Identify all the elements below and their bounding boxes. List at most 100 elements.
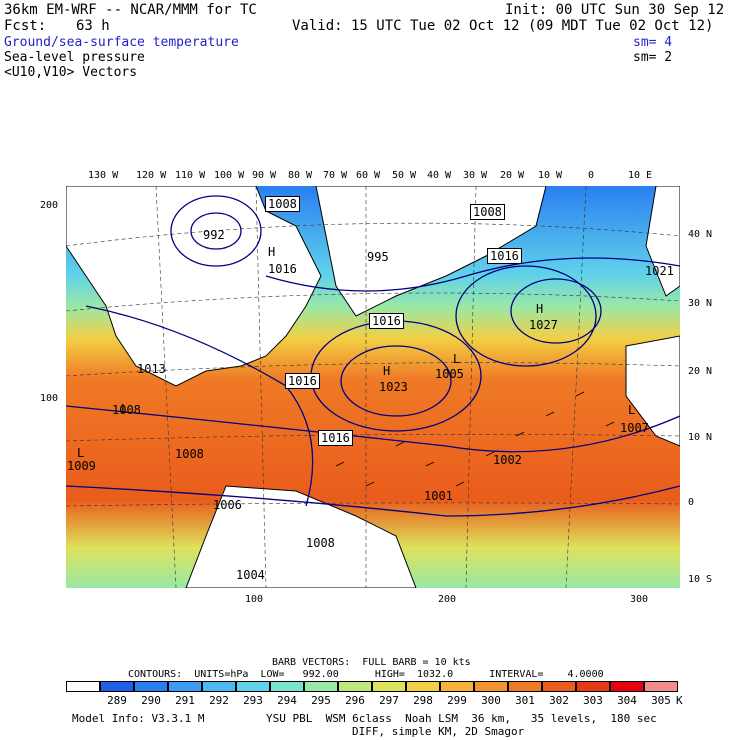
colorbar-label: 299: [447, 694, 467, 707]
colorbar-label: 302: [549, 694, 569, 707]
colorbar-label: 295: [311, 694, 331, 707]
pressure-label: H: [268, 245, 276, 259]
pressure-label: 1008: [112, 403, 141, 417]
colorbar-swatch: [610, 681, 644, 692]
colorbar-swatch: [338, 681, 372, 692]
pressure-label: 992: [203, 228, 225, 242]
colorbar-label: 290: [141, 694, 161, 707]
colorbar-swatch: [236, 681, 270, 692]
pressure-label: 1009: [67, 459, 96, 473]
colorbar-swatch: [270, 681, 304, 692]
field-title-pressure: Sea-level pressure: [4, 50, 145, 65]
pressure-label: 1002: [493, 453, 522, 467]
pressure-label: L: [628, 403, 636, 417]
colorbar-label: 292: [209, 694, 229, 707]
lat-label: 10 S: [688, 574, 713, 585]
colorbar-swatch: [576, 681, 610, 692]
lon-label: 100 W: [214, 170, 245, 181]
colorbar-swatch: [168, 681, 202, 692]
pressure-label: 1021: [645, 264, 674, 278]
lon-label: 120 W: [136, 170, 167, 181]
wind-barbs: [335, 391, 615, 487]
pressure-label: 1008: [306, 536, 335, 550]
colorbar-units: K: [676, 694, 683, 707]
colorbar-swatch: [202, 681, 236, 692]
pressure-label: H: [383, 364, 391, 378]
colorbar-swatch: [100, 681, 134, 692]
lon-label: 10 W: [538, 170, 563, 181]
europe-land: [645, 186, 680, 297]
weather-map: [66, 186, 680, 588]
pressure-label: 1016: [318, 430, 353, 446]
lat-label: 30 N: [688, 298, 713, 309]
colorbar-swatch: [508, 681, 542, 692]
left-tick-100: 100: [40, 393, 59, 404]
bottom-tick-100: 100: [245, 594, 264, 605]
contours-legend: CONTOURS: UNITS=hPa LOW= 992.00 HIGH= 10…: [128, 669, 604, 680]
colorbar-swatch: [474, 681, 508, 692]
colorbar-label: 300: [481, 694, 501, 707]
bottom-tick-300: 300: [630, 594, 649, 605]
lon-label: 60 W: [356, 170, 381, 181]
colorbar-swatch: [542, 681, 576, 692]
colorbar-swatch: [372, 681, 406, 692]
colorbar-label: 304: [617, 694, 637, 707]
valid-time: Valid: 15 UTC Tue 02 Oct 12 (09 MDT Tue …: [292, 18, 714, 34]
colorbar-swatch: [304, 681, 338, 692]
pressure-label: 1004: [236, 568, 265, 582]
physics-info: YSU PBL WSM 6class Noah LSM 36 km, 35 le…: [266, 712, 657, 725]
colorbar-label: 298: [413, 694, 433, 707]
colorbar-label: 301: [515, 694, 535, 707]
pressure-label: 995: [367, 250, 389, 264]
colorbar-label: 291: [175, 694, 195, 707]
colorbar-swatch: [440, 681, 474, 692]
lon-label: 20 W: [500, 170, 525, 181]
lat-label: 0: [688, 497, 695, 508]
init-time: Init: 00 UTC Sun 30 Sep 12: [505, 2, 725, 18]
lat-label: 10 N: [688, 432, 713, 443]
pressure-label: 1008: [265, 196, 300, 212]
lon-label: 30 W: [463, 170, 488, 181]
field-sm-pressure: sm= 2: [633, 50, 673, 65]
lon-label: 70 W: [323, 170, 348, 181]
lon-label: 40 W: [427, 170, 452, 181]
diffusion-info: DIFF, simple KM, 2D Smagor: [352, 725, 525, 738]
colorbar-label: 294: [277, 694, 297, 707]
fcst-value: 63 h: [76, 18, 110, 34]
pressure-label: 1023: [379, 380, 408, 394]
pressure-label: H: [536, 302, 544, 316]
pressure-label: 1005: [435, 367, 464, 381]
pressure-label: 1016: [285, 373, 320, 389]
pressure-label: 1007: [620, 421, 649, 435]
lon-label: 90 W: [252, 170, 277, 181]
pressure-contours: [66, 195, 680, 517]
colorbar-swatch: [406, 681, 440, 692]
colorbar-label: 303: [583, 694, 603, 707]
lon-label: 50 W: [392, 170, 417, 181]
colorbar-label: 297: [379, 694, 399, 707]
pressure-label: 1001: [424, 489, 453, 503]
lon-label: 110 W: [175, 170, 206, 181]
pressure-label: L: [121, 402, 129, 416]
pressure-label: 1016: [487, 248, 522, 264]
lat-label: 40 N: [688, 229, 713, 240]
lat-lon-grid: [66, 186, 680, 588]
left-tick-200: 200: [40, 200, 59, 211]
lon-label: 130 W: [88, 170, 119, 181]
model-info: Model Info: V3.3.1 M: [72, 712, 205, 725]
field-title-vectors: <U10,V10> Vectors: [4, 65, 138, 80]
lon-label: 0: [588, 170, 595, 181]
colorbar-label: 289: [107, 694, 127, 707]
barb-vectors-legend: BARB VECTORS: FULL BARB = 10 kts: [272, 657, 471, 668]
model-title: 36km EM-WRF -- NCAR/MMM for TC: [4, 2, 257, 18]
bottom-tick-200: 200: [438, 594, 457, 605]
pressure-label: 1013: [137, 362, 166, 376]
pressure-label: 1016: [268, 262, 297, 276]
pressure-label: 1006: [213, 498, 242, 512]
colorbar-swatch: [644, 681, 678, 692]
colorbar-swatch: [66, 681, 100, 692]
colorbar-label: 296: [345, 694, 365, 707]
pressure-label: 1008: [175, 447, 204, 461]
colorbar-swatch: [134, 681, 168, 692]
pressure-label: L: [77, 446, 85, 460]
